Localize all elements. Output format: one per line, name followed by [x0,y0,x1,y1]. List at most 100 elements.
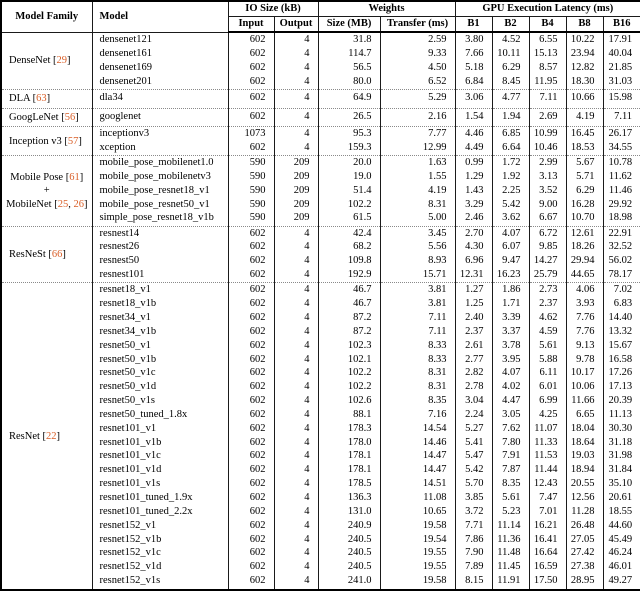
latency-b16-cell: 56.02 [602,254,640,269]
latency-b2-cell: 11.48 [491,546,530,561]
citation-link[interactable]: 26 [73,198,84,210]
citation-link[interactable]: 56 [64,111,76,123]
latency-b2-cell: 3.39 [491,311,530,326]
latency-b8-cell: 44.65 [565,268,604,283]
latency-b8-cell: 4.19 [565,107,604,127]
model-family-label: Inception v3 [57] [9,135,82,147]
latency-b1-cell: 1.54 [454,107,493,127]
weights-transfer-cell: 4.19 [379,184,456,198]
model-name-cell: inceptionv3 [91,126,228,142]
latency-b8-cell: 18.04 [565,422,604,436]
latency-b2-cell: 11.36 [491,532,530,547]
latency-b4-cell: 2.37 [528,297,567,312]
latency-b1-cell: 7.86 [454,532,493,547]
weights-size-cell: 42.4 [317,225,381,241]
latency-b16-cell: 6.83 [602,297,640,312]
latency-b16-cell: 14.40 [602,311,640,326]
weights-size-cell: 241.0 [317,574,381,590]
table-row: DenseNet [29] densenet121 602 4 31.8 2.59 3.80… [0,32,640,90]
latency-b1-cell: 2.78 [454,380,493,395]
latency-b16-cell: 11.62 [602,170,640,185]
weights-transfer-cell: 7.77 [379,126,456,142]
latency-b4-cell: 6.01 [528,380,567,395]
citation-link[interactable]: 66 [51,249,63,261]
input-size-cell: 602 [227,477,274,492]
model-name-cell: resnet18_v1 [91,282,228,298]
input-size-cell: 602 [227,366,274,381]
output-size-cell: 4 [273,449,319,464]
input-size-cell: 602 [227,422,274,436]
citation-link[interactable]: 63 [36,93,47,105]
weights-transfer-cell: 19.55 [379,546,456,561]
latency-b2-cell: 4.07 [491,366,530,381]
output-size-cell: 4 [273,88,319,109]
model-name-cell: resnet50_v1b [91,352,228,367]
model-name-cell: densenet201 [91,74,228,90]
latency-b1-cell: 6.84 [454,74,493,90]
weights-size-cell: 159.3 [317,141,381,156]
citation-link[interactable]: 57 [67,135,79,147]
latency-b8-cell: 18.94 [565,463,604,478]
latency-b8-cell: 20.55 [565,477,604,492]
model-family-cell: DLA [63] [0,88,92,109]
latency-b2-cell: 5.61 [491,491,530,506]
col-header-model: Model [91,0,229,33]
latency-b4-cell: 25.79 [528,268,567,283]
latency-b16-cell: 17.13 [602,380,640,395]
latency-b2-cell: 16.23 [491,268,530,283]
input-size-cell: 602 [227,225,274,241]
table-header-row-sub: Input Output Size (MB) Transfer (ms) B1 … [1,16,640,33]
table-row: resnet101_v1 602 4 178.3 14.54 5.27 7.62 11.07 1… [1,422,640,436]
table-row: resnet50_v1 602 4 102.3 8.33 2.61 3.78 5.61 9.13… [1,339,640,353]
latency-b16-cell: 49.27 [602,574,640,590]
model-name-cell: resnet18_v1b [91,297,228,312]
col-header-weights: Weights [317,0,456,17]
weights-transfer-cell: 10.65 [379,505,456,519]
output-size-cell: 4 [273,408,319,423]
table-row: resnet50_v1d 602 4 102.2 8.31 2.78 4.02 6.01 10.… [1,380,640,395]
latency-b16-cell: 29.92 [602,197,640,212]
latency-b8-cell: 5.71 [565,170,604,185]
output-size-cell: 4 [273,394,319,409]
input-size-cell: 602 [227,107,274,127]
table-row: resnet152_v1s 602 4 241.0 19.58 8.15 11.91 17.5… [1,574,640,590]
weights-transfer-cell: 6.52 [379,74,456,90]
weights-size-cell: 136.3 [317,491,381,506]
latency-b2-cell: 11.91 [491,574,530,590]
latency-b4-cell: 4.59 [528,325,567,340]
model-name-cell: resnet101_tuned_1.9x [91,491,228,506]
input-size-cell: 602 [227,491,274,506]
latency-b16-cell: 44.60 [602,518,640,533]
latency-b1-cell: 7.90 [454,546,493,561]
model-name-cell: densenet169 [91,61,228,75]
latency-b16-cell: 31.84 [602,463,640,478]
table-row: resnest101 602 4 192.9 15.71 12.31 16.23 25.79 4… [1,268,640,283]
latency-b4-cell: 11.53 [528,449,567,464]
latency-b2-cell: 1.94 [491,107,530,127]
citation-link[interactable]: 61 [69,172,80,184]
output-size-cell: 4 [273,61,319,75]
weights-transfer-cell: 14.51 [379,477,456,492]
latency-b1-cell: 2.77 [454,352,493,367]
input-size-cell: 602 [227,74,274,90]
citation-link[interactable]: 25 [57,198,69,210]
output-size-cell: 4 [273,339,319,353]
latency-b8-cell: 10.06 [565,380,604,395]
latency-b8-cell: 12.82 [565,61,604,75]
col-header-b16: B16 [602,16,640,33]
model-name-cell: resnet101_v1b [91,435,228,450]
weights-size-cell: 178.3 [317,422,381,436]
input-size-cell: 602 [227,61,274,75]
latency-b8-cell: 18.53 [565,141,604,156]
output-size-cell: 4 [273,422,319,436]
latency-b2-cell: 1.72 [491,155,530,171]
citation-link[interactable]: 29 [56,55,68,67]
citation-link[interactable]: 22 [46,430,57,442]
input-size-cell: 602 [227,380,274,395]
weights-size-cell: 178.0 [317,435,381,450]
model-name-cell: resnet34_v1 [91,311,228,326]
output-size-cell: 209 [273,197,319,212]
weights-size-cell: 87.2 [317,325,381,340]
latency-b2-cell: 4.77 [491,88,530,109]
input-size-cell: 602 [227,88,274,109]
